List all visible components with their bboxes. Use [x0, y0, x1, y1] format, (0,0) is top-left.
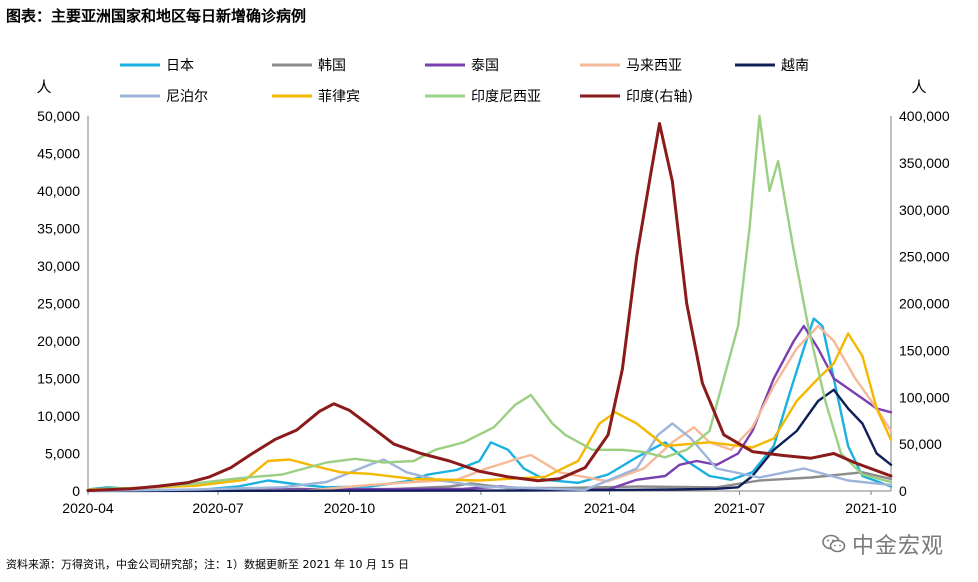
legend-label: 日本: [166, 58, 194, 74]
y-right-tick-label: 150,000: [899, 342, 950, 358]
series-line: [86, 422, 893, 493]
y-left-tick-label: 30,000: [37, 258, 80, 274]
x-tick-label: 2020-04: [62, 500, 114, 516]
axes-layer: 0 5,000 10,000 15,000 20,000 25,000 30,000 35,0…: [37, 108, 950, 516]
y-left-tick-label: 10,000: [37, 408, 80, 424]
series-line: [86, 332, 893, 491]
series-line: [86, 324, 893, 492]
series-line: [86, 114, 893, 492]
y-right-tick-label: 200,000: [899, 296, 950, 312]
y-right-tick-label: 0: [899, 483, 907, 499]
series-line: [86, 324, 893, 492]
x-tick-label: 2021-10: [845, 500, 897, 516]
y-right-tick-label: 300,000: [899, 202, 950, 218]
legend-label: 泰国: [471, 58, 499, 74]
legend-label: 尼泊尔: [166, 89, 208, 105]
legend-label: 印度(右轴): [626, 89, 693, 105]
y-left-tick-label: 25,000: [37, 296, 80, 312]
y-right-tick-label: 400,000: [899, 108, 950, 124]
y-right-tick-label: 50,000: [899, 436, 942, 452]
legend-label: 越南: [781, 58, 809, 74]
legend-label: 马来西亚: [626, 58, 682, 74]
watermark-text: 中金宏观: [852, 534, 945, 559]
legend-label: 韩国: [318, 58, 346, 74]
legend-label: 菲律宾: [318, 89, 360, 105]
x-tick-label: 2021-01: [455, 500, 507, 516]
wechat-icon: [822, 534, 846, 553]
y-right-tick-label: 250,000: [899, 249, 950, 265]
x-tick-label: 2020-10: [324, 500, 376, 516]
x-tick-label: 2020-07: [192, 500, 244, 516]
y-left-tick-label: 5,000: [45, 446, 80, 462]
legend-label: 印度尼西亚: [471, 89, 541, 105]
x-tick-label: 2021-04: [584, 500, 636, 516]
chart-title: 图表：主要亚洲国家和地区每日新增确诊病例: [6, 7, 307, 25]
y-left-unit: 人: [36, 78, 51, 96]
series-line: [86, 122, 893, 492]
watermark: 中金宏观: [822, 528, 944, 560]
series-line: [86, 388, 893, 493]
series-layer: [86, 114, 893, 493]
source-note: 资料来源：万得资讯，中金公司研究部；注：1）数据更新至 2021 年 10 月 …: [6, 558, 409, 571]
y-right-tick-label: 100,000: [899, 389, 950, 405]
y-left-tick-label: 45,000: [37, 146, 80, 162]
y-left-tick-label: 15,000: [37, 371, 80, 387]
y-left-tick-label: 50,000: [37, 108, 80, 124]
y-right-tick-label: 350,000: [899, 155, 950, 171]
y-left-tick-label: 40,000: [37, 183, 80, 199]
y-right-unit: 人: [911, 78, 926, 96]
series-line: [86, 317, 893, 492]
y-left-tick-label: 20,000: [37, 333, 80, 349]
y-left-tick-label: 0: [72, 483, 80, 499]
y-left-tick-label: 35,000: [37, 221, 80, 237]
x-tick-label: 2021-07: [714, 500, 766, 516]
